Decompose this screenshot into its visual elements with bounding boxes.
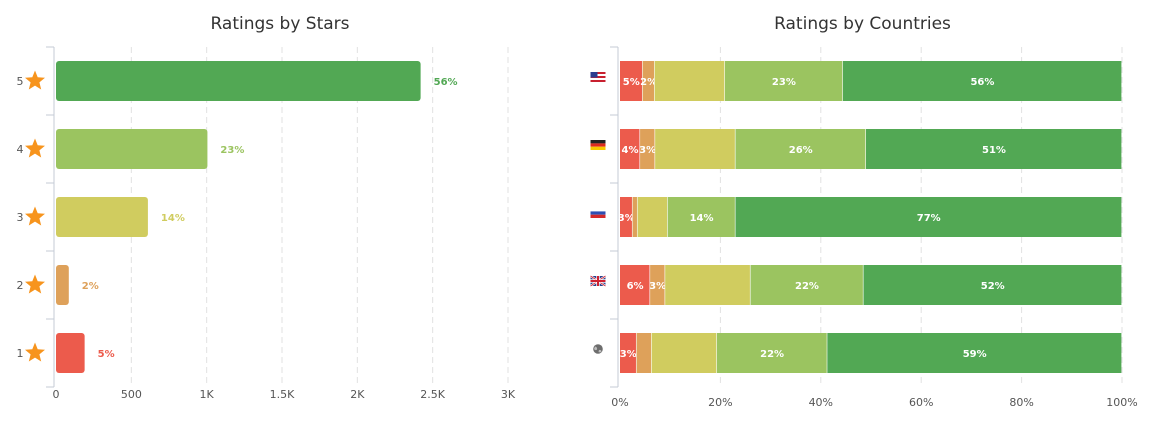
star-rating-label: 4 [17,143,24,156]
ratings-by-stars-chart: 0 500 1K 1.5K 2K 2.5K 3K 5 56% 4 23% 3 14% 2 2% 1 5% [17,46,516,401]
uk-flag-icon [589,275,607,287]
segment-label: 52% [981,281,1005,292]
x-tick-label: 60% [909,396,933,409]
segment-label: 4% [622,145,639,156]
percent-label: 5% [98,349,115,360]
germany-flag-icon [590,140,606,150]
segment-label: 3% [620,349,637,360]
x-tick-label: 3K [501,388,516,401]
segment-russia-3-star[interactable] [637,197,668,237]
segment-germany-2-star[interactable] [640,129,655,169]
star-rating-label: 2 [17,279,24,292]
segment-other-4-star[interactable] [716,333,827,373]
segment-uk-1-star[interactable] [620,265,650,305]
x-tick-label: 1.5K [270,388,295,401]
countries-chart-title: Ratings by Countries [774,14,951,34]
segment-us-2-star[interactable] [642,61,655,101]
segment-uk-2-star[interactable] [650,265,665,305]
star-icon [25,342,45,362]
star-icon [25,138,45,158]
x-tick-label: 2.5K [420,388,445,401]
segment-label: 51% [982,145,1006,156]
bar-1-star[interactable] [56,333,85,373]
segment-russia-5-star[interactable] [735,197,1122,237]
percent-label: 14% [161,213,185,224]
segment-label: 2% [640,77,657,88]
segment-label: 26% [789,145,813,156]
star-icon [25,274,45,294]
bar-3-star[interactable] [56,197,148,237]
x-tick-label: 2K [350,388,365,401]
segment-germany-5-star[interactable] [865,129,1122,169]
percent-label: 56% [434,77,458,88]
bar-4-star[interactable] [56,129,208,169]
segment-us-5-star[interactable] [842,61,1122,101]
segment-russia-4-star[interactable] [667,197,735,237]
segment-uk-4-star[interactable] [750,265,863,305]
bar-2-star[interactable] [56,265,69,305]
segment-germany-3-star[interactable] [655,129,735,169]
x-tick-label: 0% [611,396,628,409]
x-tick-label: 80% [1009,396,1033,409]
percent-label: 23% [220,145,244,156]
segment-label: 56% [970,77,994,88]
ratings-by-countries-chart: 0% 20% 40% 60% 80% 100%5% 2% 23% 56%4% 3% 26% 51%3%… [589,46,1138,409]
segment-uk-5-star[interactable] [863,265,1122,305]
ratings-by-countries-panel: Ratings by Countries 0% 20% 40% 60% 80% 100% 5… [570,0,1155,428]
bar-5-star[interactable] [56,61,421,101]
segment-label: 3% [618,213,635,224]
star-rating-label: 3 [17,211,24,224]
segment-label: 22% [760,349,784,360]
segment-other-3-star[interactable] [651,333,717,373]
segment-germany-4-star[interactable] [735,129,866,169]
segment-label: 23% [772,77,796,88]
us-flag-icon [590,72,606,82]
russia-flag-icon [590,208,606,218]
segment-us-3-star[interactable] [654,61,725,101]
star-rating-label: 5 [17,75,24,88]
segment-other-5-star[interactable] [827,333,1122,373]
x-tick-label: 100% [1106,396,1137,409]
segment-us-1-star[interactable] [620,61,642,101]
segment-russia-2-star[interactable] [632,197,637,237]
ratings-by-stars-panel: Ratings by Stars 0 500 1K 1.5K 2K 2.5K 3K 5 56% 4… [0,0,560,428]
segment-us-4-star[interactable] [724,61,843,101]
star-icon [25,70,45,90]
stars-chart-title: Ratings by Stars [210,14,350,34]
star-icon [25,206,45,226]
percent-label: 2% [82,281,99,292]
globe-icon [593,344,603,354]
segment-label: 6% [627,281,644,292]
segment-label: 5% [623,77,640,88]
segment-label: 77% [917,213,941,224]
x-tick-label: 1K [200,388,215,401]
segment-label: 22% [795,281,819,292]
segment-label: 3% [639,145,656,156]
x-tick-label: 20% [708,396,732,409]
x-tick-label: 40% [809,396,833,409]
segment-label: 59% [963,349,987,360]
x-tick-label: 500 [121,388,142,401]
segment-other-2-star[interactable] [636,333,652,373]
segment-uk-3-star[interactable] [665,265,750,305]
star-rating-label: 1 [17,347,24,360]
segment-label: 3% [649,281,666,292]
segment-label: 14% [690,213,714,224]
x-tick-label: 0 [53,388,60,401]
segment-germany-1-star[interactable] [620,129,640,169]
segment-russia-1-star[interactable] [620,197,632,237]
segment-other-1-star[interactable] [620,333,636,373]
